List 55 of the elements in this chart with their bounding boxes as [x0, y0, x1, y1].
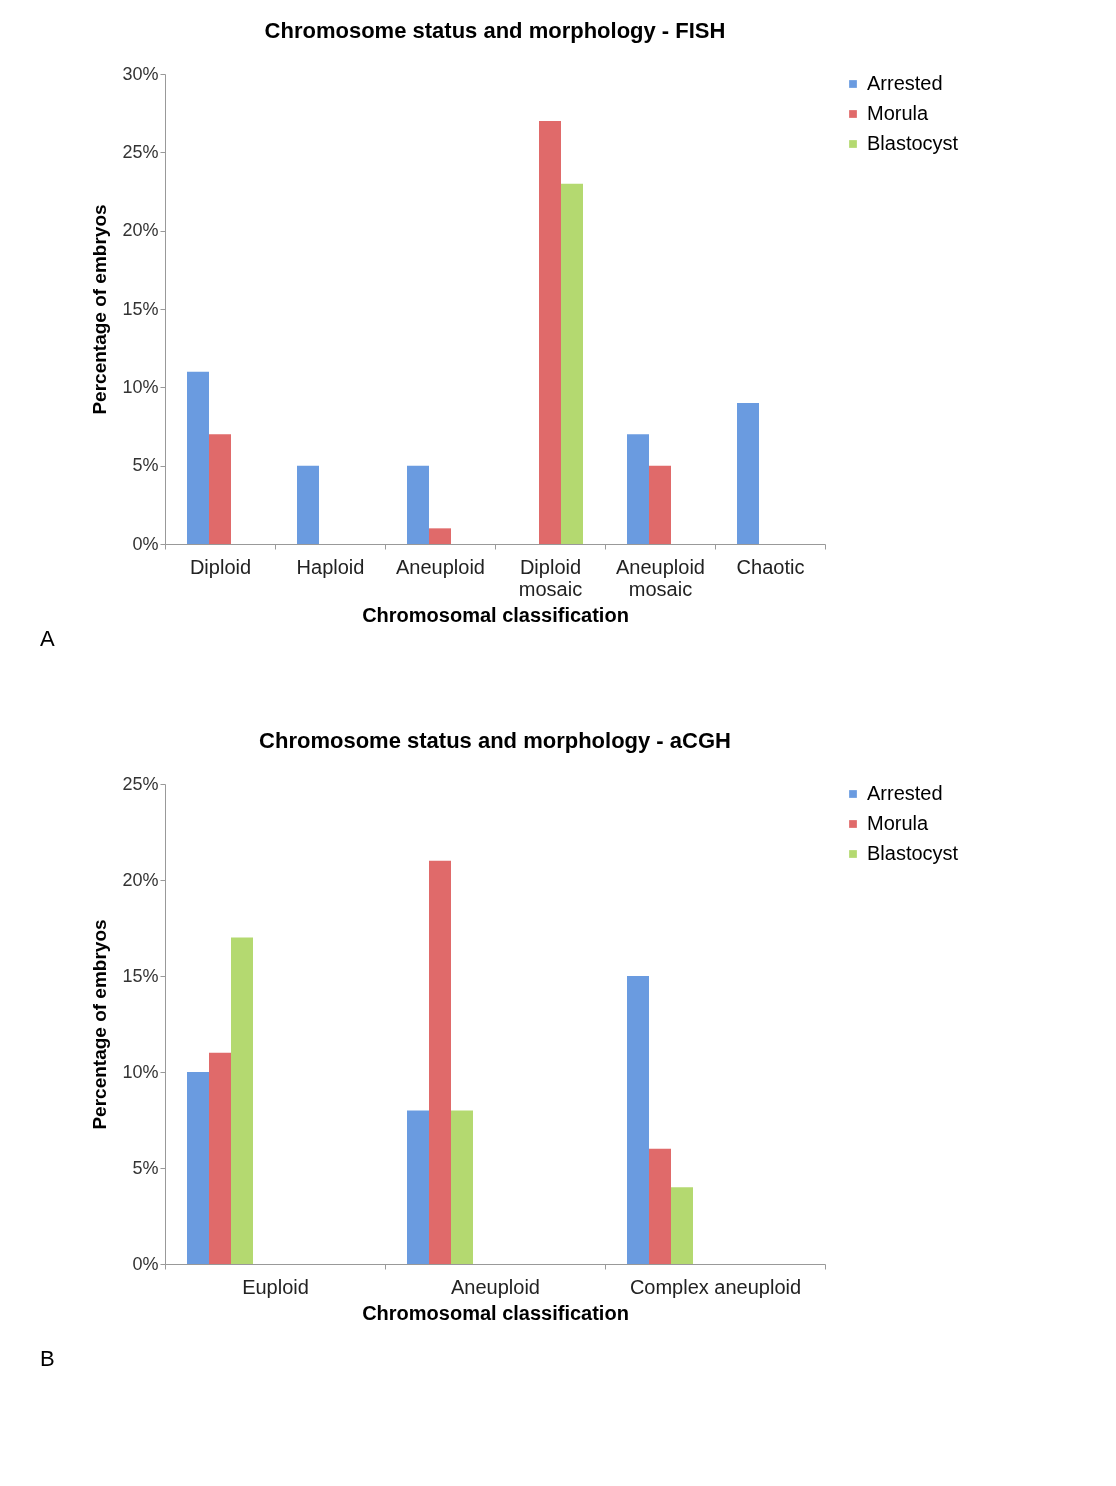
- y-tick-label: 0%: [132, 1253, 159, 1274]
- bar: [627, 434, 649, 544]
- x-tick-label: Diploid mosaic: [518, 555, 583, 600]
- y-tick-label: 30%: [122, 63, 159, 84]
- text: A: [40, 626, 55, 651]
- bar: [649, 465, 671, 544]
- bar: [209, 434, 231, 544]
- bar: [407, 1110, 429, 1264]
- x-tick-label: Haploid: [296, 555, 365, 578]
- bar: [231, 937, 253, 1264]
- x-tick-label: Euploid: [242, 1275, 309, 1298]
- bar: [561, 183, 583, 544]
- x-axis-title: Chromosomal classification: [362, 603, 629, 626]
- y-tick-label: 5%: [132, 455, 159, 476]
- bar: [209, 1052, 231, 1264]
- x-tick-label: Aneuploid: [396, 555, 485, 578]
- bar: [187, 1072, 209, 1264]
- chart-title: Chromosome status and morphology - FISH: [264, 18, 726, 43]
- bar: [429, 528, 451, 544]
- y-tick-label: 15%: [122, 965, 159, 986]
- legend-label: Blastocyst: [867, 842, 959, 864]
- legend-label: Morula: [867, 102, 930, 124]
- bar: [187, 371, 209, 544]
- y-tick-label: 20%: [122, 220, 159, 241]
- bar: [429, 860, 451, 1264]
- y-tick-label: 0%: [132, 533, 159, 554]
- legend-label: Morula: [867, 812, 930, 834]
- y-axis-title: Percentage of embryos: [89, 919, 111, 1130]
- y-tick-label: 15%: [122, 298, 159, 319]
- y-tick-label: 25%: [122, 141, 159, 162]
- legend-label: Arrested: [867, 782, 943, 804]
- bar: [539, 121, 561, 544]
- bar: [297, 465, 319, 544]
- legend-label: Arrested: [867, 72, 943, 94]
- y-tick-label: 25%: [122, 773, 159, 794]
- x-tick-label: Aneuploid mosaic: [616, 555, 705, 600]
- bar: [737, 403, 759, 544]
- x-tick-label: Diploid: [189, 555, 252, 578]
- bar: [649, 1148, 671, 1264]
- y-tick-label: 20%: [122, 869, 159, 890]
- y-tick-label: 10%: [122, 376, 159, 397]
- bar: [671, 1187, 693, 1264]
- y-axis-title: Percentage of embryos: [89, 204, 111, 415]
- bar: [627, 976, 649, 1264]
- bar: [407, 465, 429, 544]
- x-tick-label: Aneuploid: [451, 1275, 540, 1298]
- x-axis-title: Chromosomal classification: [362, 1301, 629, 1324]
- text: B: [40, 1346, 55, 1371]
- legend-label: Blastocyst: [867, 132, 959, 154]
- bar: [451, 1110, 473, 1264]
- x-tick-label: Chaotic: [736, 555, 805, 578]
- x-tick-label: Complex aneuploid: [629, 1275, 802, 1298]
- y-tick-label: 5%: [132, 1157, 159, 1178]
- chart-title: Chromosome status and morphology - aCGH: [259, 728, 731, 753]
- y-tick-label: 10%: [122, 1061, 159, 1082]
